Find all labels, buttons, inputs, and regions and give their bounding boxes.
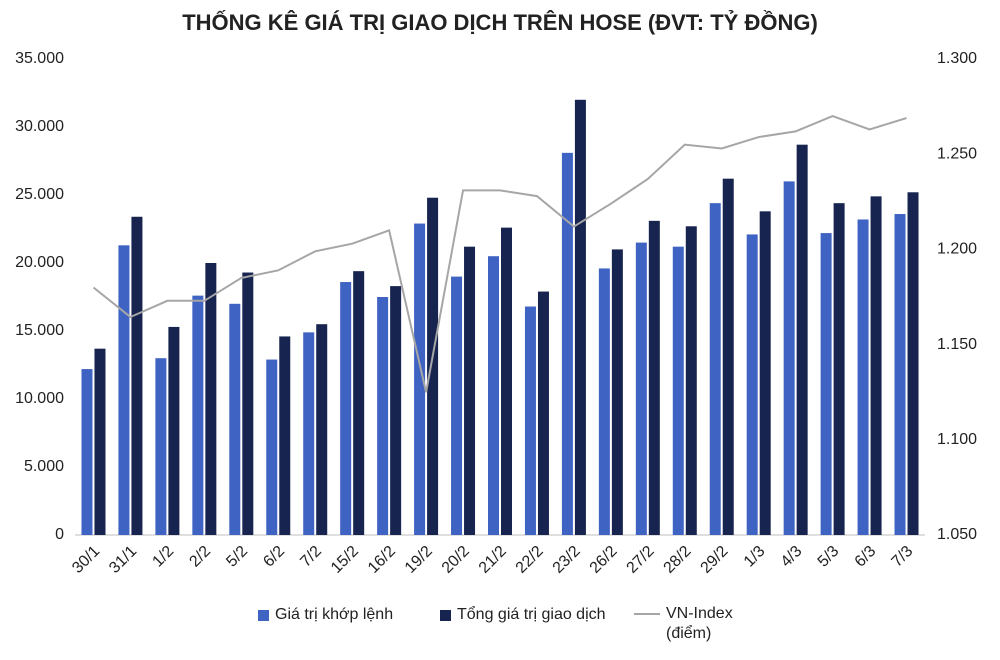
y2-tick-label: 1.200	[937, 241, 977, 258]
x-tick-label: 28/2	[661, 543, 695, 577]
bar	[205, 263, 217, 535]
bar	[796, 144, 808, 535]
bar	[611, 249, 623, 535]
bar	[377, 297, 389, 535]
bar	[648, 220, 660, 535]
bar	[168, 326, 180, 535]
bar	[390, 286, 402, 535]
x-tick-label: 1/2	[149, 543, 177, 571]
bar	[833, 203, 845, 535]
legend-item: Tổng giá trị giao dịch	[440, 606, 606, 624]
bar	[820, 233, 832, 535]
x-tick-label: 1/3	[741, 543, 769, 571]
bar	[524, 306, 536, 535]
bar	[464, 246, 476, 535]
legend: Giá trị khớp lệnh Tổng giá trị giao dịch…	[0, 602, 1000, 658]
y-tick-label: 25.000	[15, 186, 64, 203]
bar	[907, 192, 919, 535]
y-tick-label: 5.000	[24, 458, 64, 475]
y-tick-label: 30.000	[15, 118, 64, 135]
x-tick-label: 26/2	[587, 543, 621, 577]
bar	[574, 99, 586, 536]
y2-tick-label: 1.150	[937, 336, 977, 353]
bar	[131, 216, 143, 535]
x-tick-label: 27/2	[624, 543, 658, 577]
bar	[94, 348, 106, 535]
bar	[340, 282, 352, 535]
x-tick-label: 16/2	[365, 543, 399, 577]
y2-tick-label: 1.250	[937, 145, 977, 162]
x-tick-label: 5/2	[223, 543, 251, 571]
x-tick-label: 6/3	[852, 543, 880, 571]
y-tick-label: 10.000	[15, 390, 64, 407]
bar	[316, 324, 328, 535]
bar	[229, 303, 241, 535]
y-tick-label: 15.000	[15, 322, 64, 339]
bar	[266, 359, 278, 535]
legend-label: Tổng giá trị giao dịch	[457, 606, 606, 623]
bar	[746, 234, 758, 535]
bar	[598, 268, 610, 535]
bar	[414, 223, 426, 535]
bar	[870, 196, 882, 536]
legend-label: VN-Index (điểm)	[666, 605, 733, 642]
x-tick-label: 5/3	[815, 543, 843, 571]
legend-swatch	[440, 610, 451, 621]
legend-swatch	[634, 613, 660, 615]
bar	[857, 219, 869, 536]
bar	[709, 203, 721, 535]
bar	[561, 152, 573, 535]
y-tick-label: 20.000	[15, 254, 64, 271]
x-tick-label: 2/2	[186, 543, 214, 571]
bar	[501, 227, 512, 535]
legend-item: Giá trị khớp lệnh	[258, 606, 393, 624]
bar	[488, 256, 499, 535]
bar	[685, 226, 697, 535]
bar	[192, 295, 204, 535]
y2-tick-label: 1.050	[937, 526, 977, 543]
x-tick-label: 6/2	[260, 543, 288, 571]
bar	[279, 336, 291, 535]
bar	[635, 242, 647, 535]
y2-tick-label: 1.100	[937, 431, 977, 448]
bar	[759, 211, 771, 535]
bar	[672, 246, 684, 535]
bar	[242, 272, 254, 535]
bar	[894, 214, 906, 536]
bar	[537, 291, 549, 535]
legend-label: Giá trị khớp lệnh	[275, 606, 394, 623]
legend-swatch	[258, 610, 269, 621]
x-tick-label: 19/2	[402, 543, 436, 577]
y-tick-label: 35.000	[15, 50, 64, 67]
bar	[722, 178, 734, 535]
bar	[427, 197, 439, 535]
bar	[81, 369, 93, 535]
y2-tick-label: 1.300	[937, 50, 977, 67]
bar	[155, 358, 167, 535]
bar	[783, 181, 795, 535]
bar	[118, 245, 130, 535]
legend-item: VN-Index (điểm)	[634, 604, 756, 644]
line	[92, 115, 907, 393]
chart: THỐNG KÊ GIÁ TRỊ GIAO DỊCH TRÊN HOSE (ĐV…	[15, 9, 977, 577]
x-tick-label: 31/1	[106, 543, 140, 577]
chart-title: THỐNG KÊ GIÁ TRỊ GIAO DỊCH TRÊN HOSE (ĐV…	[182, 9, 818, 35]
x-tick-label: 22/2	[513, 543, 547, 577]
x-tick-label: 20/2	[439, 543, 473, 577]
x-tick-label: 21/2	[476, 543, 510, 577]
bar	[353, 271, 365, 535]
x-tick-label: 7/3	[889, 543, 917, 571]
x-tick-label: 15/2	[328, 543, 362, 577]
x-tick-label: 4/3	[778, 543, 806, 571]
x-tick-label: 7/2	[297, 543, 325, 571]
x-tick-label: 30/1	[69, 543, 103, 577]
x-tick-label: 29/2	[698, 543, 732, 577]
x-tick-label: 23/2	[550, 543, 584, 577]
y-tick-label: 0	[55, 526, 64, 543]
bar	[451, 276, 463, 535]
bar	[303, 332, 315, 535]
